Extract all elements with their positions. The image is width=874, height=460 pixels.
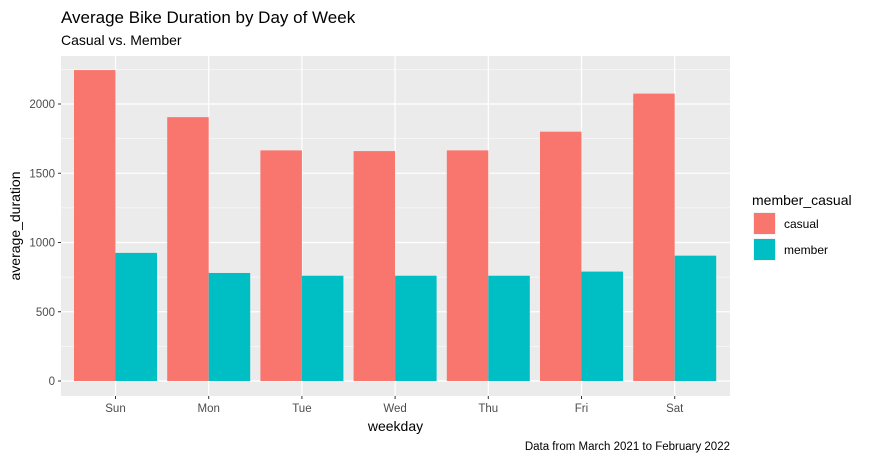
y-tick-label: 500 bbox=[36, 307, 55, 319]
bar-casual-fri bbox=[540, 131, 582, 381]
bar-casual-sun bbox=[74, 70, 116, 381]
bar-member-fri bbox=[581, 271, 623, 381]
bar-member-wed bbox=[395, 275, 437, 381]
x-tick-label: Thu bbox=[478, 403, 498, 415]
bar-casual-wed bbox=[353, 151, 396, 381]
legend-key-casual bbox=[754, 213, 775, 234]
bar-member-sat bbox=[674, 255, 717, 381]
chart-title: Average Bike Duration by Day of Week bbox=[61, 8, 356, 27]
x-tick-label: Sun bbox=[105, 403, 125, 415]
x-axis-title: weekday bbox=[367, 418, 423, 434]
bar-member-mon bbox=[208, 272, 251, 381]
x-tick-label: Tue bbox=[292, 403, 311, 415]
legend-title: member_casual bbox=[752, 192, 852, 208]
bars bbox=[74, 70, 717, 382]
legend-label-casual: casual bbox=[784, 217, 819, 231]
bar-member-sun bbox=[115, 252, 157, 381]
y-tick-label: 2000 bbox=[29, 99, 55, 111]
chart-caption: Data from March 2021 to February 2022 bbox=[525, 441, 730, 453]
x-tick-label: Wed bbox=[383, 403, 406, 415]
bar-casual-mon bbox=[167, 117, 209, 381]
bar-casual-thu bbox=[446, 150, 489, 381]
chart-subtitle: Casual vs. Member bbox=[61, 32, 182, 48]
y-tick-label: 1500 bbox=[29, 168, 55, 180]
x-axis-ticks: Sun Mon Tue Wed Thu Fri Sat bbox=[105, 396, 684, 415]
legend: casual member bbox=[753, 212, 828, 261]
x-tick-label: Fri bbox=[575, 403, 588, 415]
x-tick-label: Mon bbox=[198, 403, 220, 415]
x-tick-label: Sat bbox=[666, 403, 684, 415]
legend-label-member: member bbox=[784, 243, 828, 257]
bar-casual-sat bbox=[633, 93, 675, 382]
y-tick-label: 1000 bbox=[29, 238, 55, 250]
y-axis-title: average_duration bbox=[7, 172, 23, 281]
bar-casual-tue bbox=[260, 150, 302, 381]
legend-key-member bbox=[754, 239, 775, 260]
bar-member-thu bbox=[488, 275, 530, 381]
y-axis-ticks: 0 500 1000 1500 2000 bbox=[29, 99, 61, 388]
bar-member-tue bbox=[301, 275, 344, 381]
y-tick-label: 0 bbox=[49, 376, 55, 388]
